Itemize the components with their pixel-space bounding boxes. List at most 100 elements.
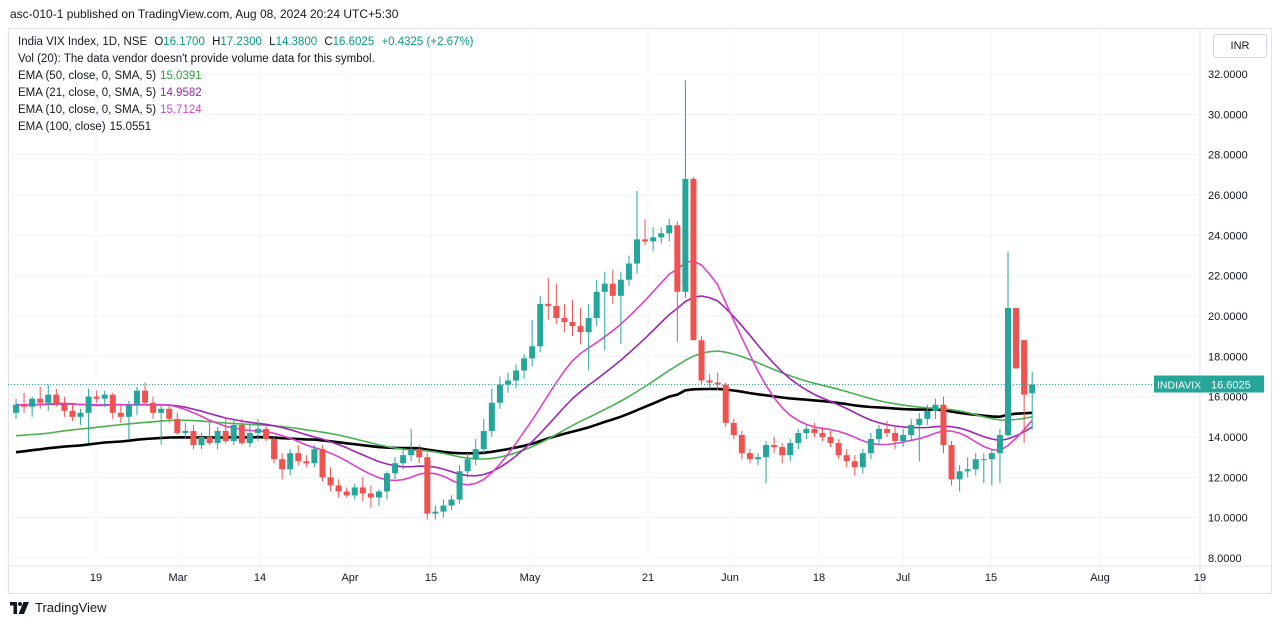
- candle-body: [513, 370, 520, 381]
- candle-body: [21, 404, 28, 407]
- candle: [787, 439, 794, 462]
- candle: [795, 428, 802, 450]
- candle-body: [940, 404, 947, 446]
- candle: [93, 390, 100, 403]
- candle: [722, 382, 729, 427]
- close-label: C: [324, 36, 333, 48]
- candle-body: [738, 434, 745, 454]
- close-value: 16.6025: [332, 36, 375, 48]
- candle: [988, 449, 995, 486]
- candle-body: [206, 437, 213, 444]
- candle: [222, 416, 229, 444]
- candle-body: [238, 424, 245, 444]
- published-info: asc-010-1 published on TradingView.com, …: [10, 7, 399, 21]
- candle-body: [271, 439, 278, 460]
- x-tick-label: 21: [642, 572, 654, 584]
- candle-body: [367, 493, 374, 498]
- candle: [529, 320, 536, 367]
- candle: [658, 227, 665, 244]
- candle: [166, 404, 173, 423]
- candle: [1004, 251, 1011, 438]
- footer-brand[interactable]: TradingView: [10, 600, 107, 615]
- candle: [448, 495, 455, 510]
- candle: [625, 255, 632, 286]
- candle: [674, 221, 681, 343]
- candle: [182, 422, 189, 440]
- candle-body: [29, 398, 36, 407]
- candle: [319, 445, 326, 482]
- candle-body: [714, 382, 721, 385]
- candle: [521, 354, 528, 379]
- time-axis[interactable]: 19 Mar 14 Apr 15 May 21 Jun 18 Jul 15 Aug 19: [8, 565, 1272, 584]
- ema10-row[interactable]: EMA (10, close, 0, SMA, 5) 15.7124: [18, 102, 474, 119]
- candle: [779, 443, 786, 464]
- candle-body: [13, 404, 19, 413]
- ema21-value: 14.9582: [160, 87, 202, 99]
- candle-body: [1004, 307, 1011, 435]
- candle: [198, 432, 205, 450]
- y-tick-label: 8.0000: [1208, 553, 1242, 565]
- candle-body: [448, 499, 455, 506]
- candle-body: [456, 471, 463, 500]
- price-axis[interactable]: 8.0000 10.0000 12.0000 14.0000 16.0000 18.000…: [1199, 28, 1248, 594]
- candle: [843, 449, 850, 468]
- candle-body: [972, 459, 979, 470]
- volume-text[interactable]: Vol (20): The data vendor doesn't provid…: [18, 53, 375, 65]
- candle: [690, 176, 697, 341]
- y-tick-label: 10.0000: [1208, 513, 1248, 525]
- symbol-name[interactable]: India VIX Index, 1D, NSE: [18, 36, 148, 48]
- currency-selector[interactable]: INR: [1213, 34, 1267, 58]
- candle: [698, 336, 705, 385]
- ema21-row[interactable]: EMA (21, close, 0, SMA, 5) 14.9582: [18, 85, 474, 102]
- candle-body: [263, 428, 270, 440]
- candle-body: [698, 340, 705, 381]
- candle-body: [932, 404, 939, 411]
- candle: [150, 396, 157, 419]
- candle: [561, 303, 568, 333]
- candle-body: [666, 225, 673, 234]
- candle-body: [948, 445, 955, 480]
- candle-body: [690, 178, 697, 341]
- chart-legend: India VIX Index, 1D, NSE O16.1700 H17.23…: [18, 34, 474, 136]
- candle: [311, 445, 318, 468]
- candle-body: [45, 394, 52, 403]
- candle-body: [77, 412, 84, 417]
- candle-body: [569, 322, 576, 327]
- candle-body: [319, 449, 326, 478]
- candle-body: [198, 437, 205, 446]
- candle-body: [69, 410, 76, 417]
- candle-body: [900, 434, 907, 442]
- ema50-row[interactable]: EMA (50, close, 0, SMA, 5) 15.0391: [18, 68, 474, 85]
- x-tick-label: 19: [1194, 572, 1206, 584]
- candle-body: [166, 408, 173, 419]
- candle: [254, 418, 261, 442]
- candle: [408, 428, 415, 462]
- candle: [343, 487, 350, 498]
- low-value: 14.3800: [275, 36, 318, 48]
- candle: [246, 424, 253, 448]
- candle-body: [722, 384, 729, 423]
- candle-body: [803, 428, 810, 433]
- candle: [287, 449, 294, 476]
- price-chart[interactable]: 8.0000 10.0000 12.0000 14.0000 16.0000 18.000…: [8, 28, 1272, 594]
- candle: [617, 271, 624, 345]
- candle-body: [133, 390, 140, 405]
- candle: [884, 420, 891, 438]
- candle-body: [980, 459, 987, 461]
- candle-body: [988, 453, 995, 460]
- candle-body: [109, 394, 116, 413]
- candle: [553, 283, 560, 325]
- candle-body: [117, 412, 124, 417]
- candle: [916, 412, 923, 462]
- candle: [811, 422, 818, 438]
- x-tick-label: 15: [985, 572, 997, 584]
- candle: [1029, 371, 1036, 430]
- ema10-label: EMA (10, close, 0, SMA, 5): [18, 104, 157, 116]
- candle-body: [400, 455, 407, 464]
- tradingview-logo-icon: [10, 601, 29, 614]
- ema50-value: 15.0391: [160, 70, 202, 82]
- candle-body: [416, 449, 423, 458]
- candle-body: [521, 358, 528, 371]
- candle-body: [787, 443, 794, 456]
- ema100-row[interactable]: EMA (100, close) 15.0551: [18, 119, 474, 136]
